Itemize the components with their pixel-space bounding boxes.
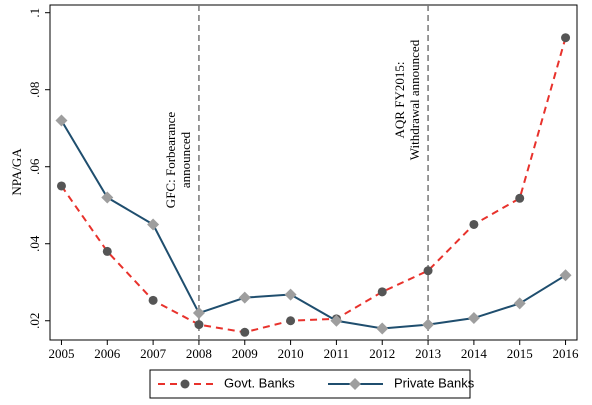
x-tick-label: 2011 — [324, 346, 350, 361]
marker — [102, 246, 112, 256]
marker — [284, 288, 297, 301]
y-tick-label: .1 — [27, 8, 42, 18]
x-tick-label: 2015 — [507, 346, 533, 361]
annotation: announced — [178, 131, 193, 188]
marker — [101, 191, 114, 204]
x-tick-label: 2005 — [48, 346, 74, 361]
x-tick-label: 2009 — [232, 346, 258, 361]
marker — [513, 297, 526, 310]
marker — [238, 291, 251, 304]
y-tick-label: .04 — [27, 235, 42, 252]
marker — [515, 193, 525, 203]
marker — [148, 295, 158, 305]
x-tick-label: 2007 — [140, 346, 167, 361]
x-tick-label: 2014 — [461, 346, 488, 361]
marker — [376, 322, 389, 335]
legend-label: Private Banks — [394, 375, 475, 390]
annotation: GFC: Forbearance — [163, 112, 178, 209]
y-axis-label: NPA/GA — [9, 148, 24, 196]
x-tick-label: 2012 — [369, 346, 395, 361]
marker — [469, 219, 479, 229]
marker — [559, 269, 572, 282]
series-line — [60, 120, 567, 330]
marker — [561, 33, 571, 43]
marker — [240, 327, 250, 337]
y-tick-label: .08 — [27, 82, 42, 98]
annotation: Withdrawal announced — [407, 39, 422, 160]
legend-marker — [180, 379, 190, 389]
y-tick-label: .02 — [27, 313, 42, 329]
legend-box — [149, 369, 471, 399]
x-tick-label: 2013 — [415, 346, 441, 361]
x-tick-label: 2016 — [553, 346, 580, 361]
marker — [422, 318, 435, 331]
marker — [423, 266, 433, 276]
marker — [330, 314, 343, 327]
x-tick-label: 2006 — [94, 346, 121, 361]
marker — [194, 320, 204, 330]
legend-label: Govt. Banks — [224, 375, 295, 390]
marker — [56, 181, 66, 191]
marker — [286, 316, 296, 326]
plot-frame — [49, 4, 578, 341]
legend-marker — [349, 378, 361, 390]
annotation: AQR FY2015: — [392, 62, 407, 139]
marker — [377, 287, 387, 297]
marker — [55, 114, 68, 127]
marker — [192, 307, 205, 320]
x-tick-label: 2010 — [278, 346, 304, 361]
marker — [467, 312, 480, 325]
x-tick-label: 2008 — [186, 346, 212, 361]
y-tick-label: .06 — [27, 158, 42, 175]
marker — [147, 218, 160, 231]
series-line — [60, 37, 567, 334]
